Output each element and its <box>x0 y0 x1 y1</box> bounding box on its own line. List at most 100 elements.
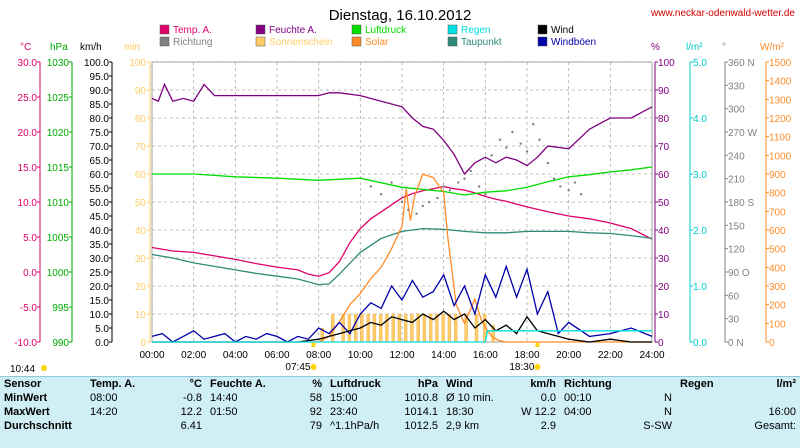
axis-tick-label: 100 <box>658 58 675 69</box>
stats-row: Durchschnitt 6.41 79 ^1.1hPa/h 1012.5 2,9 km 2… <box>0 419 800 433</box>
chart-series <box>151 82 653 343</box>
stats-cell: °C <box>189 378 202 390</box>
x-tick-label: 18:00 <box>514 350 539 361</box>
axis-tick-label: 1030 <box>47 58 70 69</box>
sunshine-bar <box>491 325 495 343</box>
axis-tick-label: 1000 <box>47 268 70 279</box>
axis-tick-label: 80 <box>135 114 147 125</box>
stats-cell: 16:00 <box>768 406 796 418</box>
stats-cell: 1012.5 <box>404 420 438 432</box>
stats-cell: 2,9 km <box>446 420 480 432</box>
sunshine-bar <box>404 313 408 343</box>
sunshine-bar <box>441 313 445 343</box>
stats-cell: 14:20 <box>90 406 118 418</box>
axis-tick-label: 500 <box>769 245 786 256</box>
axis-tick-label: 90 <box>135 86 147 97</box>
stats-cell <box>620 377 676 391</box>
stats-cell: 23:40 <box>330 406 358 418</box>
stats-cell: -0.8 <box>183 392 202 404</box>
axis-tick-label: 20 <box>135 282 147 293</box>
direction-point <box>552 177 556 180</box>
axis-tick-label: 10 <box>135 310 147 321</box>
direction-point <box>546 161 550 165</box>
axis-unit-label: hPa <box>50 42 68 53</box>
axis-tick-label: 1.0 <box>693 282 707 293</box>
direction-point <box>559 185 562 188</box>
axis-tick-label: 10.0 <box>90 310 110 321</box>
stats-cell: 15:00 <box>330 392 358 404</box>
stats-cell: ^1.1hPa/h <box>330 420 380 432</box>
sun-times: 07:45 18:30 10:44 <box>10 343 541 375</box>
axis-tick-label: 995 <box>52 303 69 314</box>
direction-point <box>407 208 410 211</box>
legend-swatch <box>255 36 266 47</box>
axis-tick-label: 4.0 <box>693 114 707 125</box>
axis-tick-label: 80.0 <box>90 114 110 125</box>
axis-tick-label: 1020 <box>47 128 70 139</box>
legend-swatch <box>537 36 548 47</box>
stats-cell: Richtung <box>564 378 612 390</box>
legend-swatch <box>447 36 458 47</box>
axis-tick-label: 30.0 <box>18 58 38 69</box>
axis-tick-label: 20 <box>658 282 670 293</box>
axis-tick-label: 100 <box>769 319 786 330</box>
axis-tick-label: 10 <box>658 310 670 321</box>
legend-swatch <box>351 24 362 35</box>
axis-tick-label: 0.0 <box>23 268 37 279</box>
direction-point <box>415 212 418 215</box>
stats-cell: Gesamt: <box>754 420 796 432</box>
legend-label: Taupunkt <box>461 37 502 48</box>
direction-point <box>390 181 393 184</box>
axis-unit-label: min <box>124 42 140 53</box>
website-link[interactable]: www.neckar-odenwald-wetter.de <box>650 8 795 19</box>
axis-tick-label: 0 <box>140 338 146 349</box>
axis-tick-label: 0 <box>658 338 664 349</box>
stats-cell <box>676 391 738 405</box>
direction-point <box>525 150 529 153</box>
axis-unit-label: ° <box>722 42 726 53</box>
stats-cell: S-SW <box>643 420 672 432</box>
series-line <box>151 82 653 176</box>
direction-point <box>484 193 487 196</box>
stats-cell: 79 <box>309 420 322 432</box>
axis-unit-label: km/h <box>80 42 102 53</box>
x-tick-label: 12:00 <box>389 350 414 361</box>
stats-cell: 08:00 <box>90 392 118 404</box>
sunshine-bar <box>385 313 389 343</box>
sunshine-bar <box>391 313 395 343</box>
stats-cell: 18:30 <box>446 406 474 418</box>
axis-tick-label: 600 <box>769 226 786 237</box>
axis-tick-label: 30 <box>728 315 740 326</box>
x-tick-label: 00:00 <box>139 350 164 361</box>
stats-header-row: Sensor Temp. A. °C Feuchte A.% Luftdruck hPa W… <box>0 377 800 391</box>
axis-tick-label: 100.0 <box>84 58 109 69</box>
stats-cell: 6.41 <box>180 420 202 432</box>
sunshine-bar <box>410 313 414 343</box>
axis-tick-label: 1025 <box>47 93 70 104</box>
x-tick-label: 04:00 <box>223 350 248 361</box>
direction-point <box>579 193 583 196</box>
x-tick-label: 24:00 <box>639 350 664 361</box>
axis-tick-label: 70.0 <box>90 142 110 153</box>
axis-tick-label: 800 <box>769 189 786 200</box>
x-tick-label: 14:00 <box>431 350 456 361</box>
axis-tick-label: 180 S <box>728 198 754 209</box>
stats-cell <box>738 391 800 405</box>
moonrise-icon <box>41 365 47 371</box>
legend-label: Wind <box>551 25 574 36</box>
stats-cell: N <box>664 406 672 418</box>
legend-swatch <box>159 24 170 35</box>
axis-tick-label: 40 <box>658 226 670 237</box>
axis-tick-label: 210 <box>728 175 745 186</box>
axis-tick-label: 1100 <box>769 133 791 144</box>
axis-tick-label: 70 <box>135 142 147 153</box>
x-tick-label: 08:00 <box>306 350 331 361</box>
stats-cell: % <box>312 378 322 390</box>
direction-point <box>448 189 452 192</box>
axis-tick-label: 1300 <box>769 95 792 106</box>
x-axis: 00:00 02:00 04:00 06:00 08:00 10:00 12:00 14:00… <box>139 350 664 361</box>
series-line <box>308 173 652 343</box>
sunshine-bar <box>379 313 383 343</box>
direction-point <box>469 169 472 173</box>
stats-cell <box>676 419 738 433</box>
